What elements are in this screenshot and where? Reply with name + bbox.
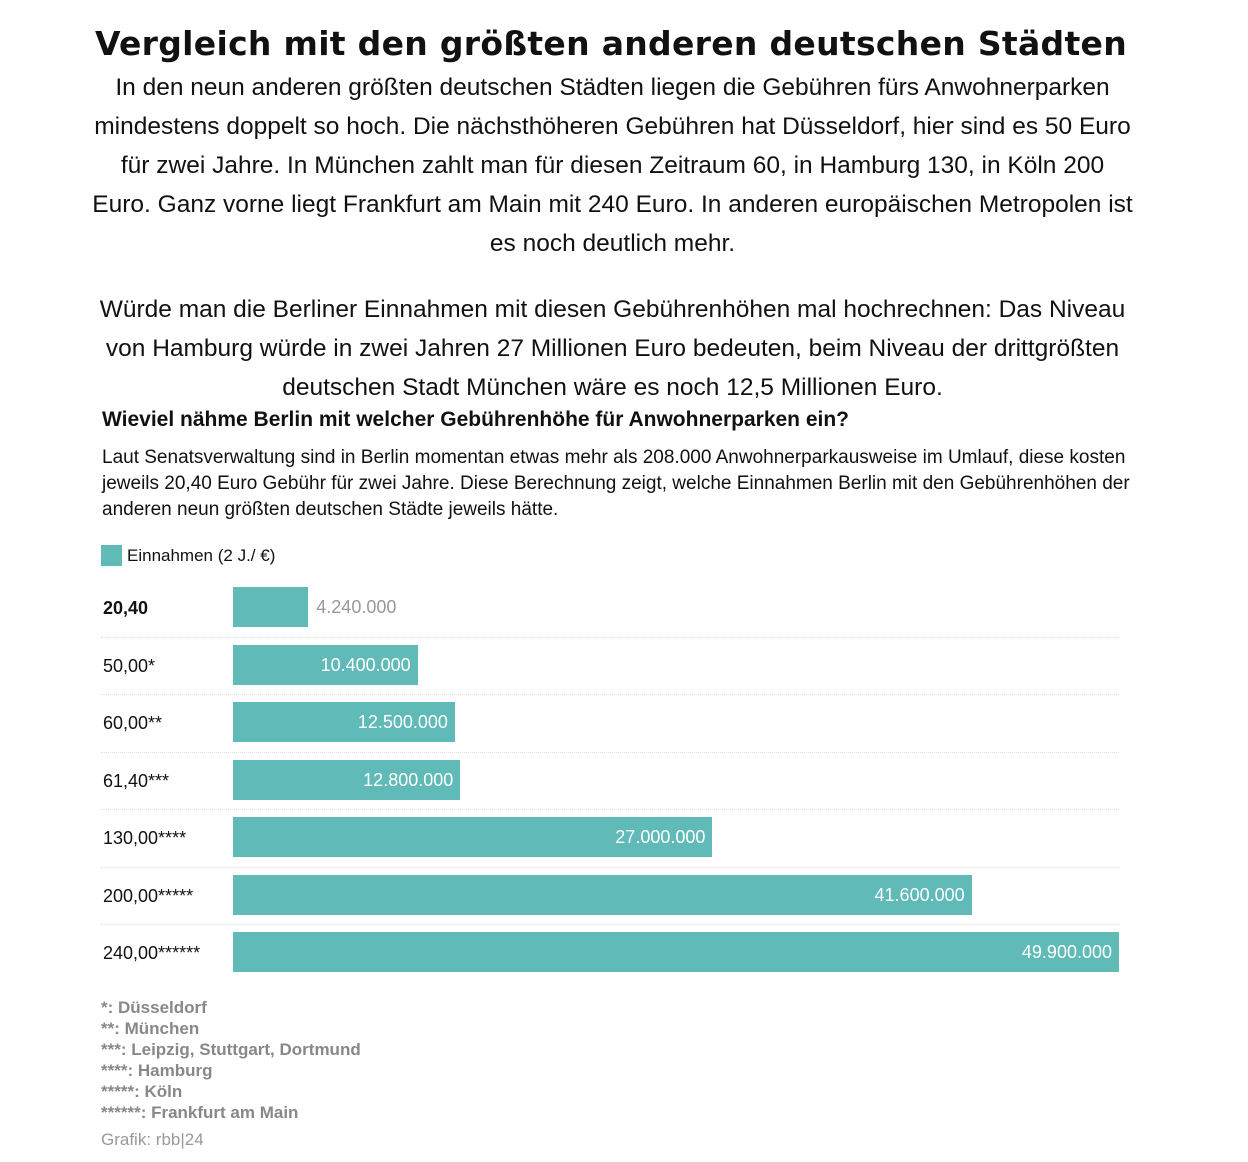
value-label: 12.800.000 [363,769,454,790]
chart-title: Wieviel nähme Berlin mit welcher Gebühre… [102,408,850,431]
value-label: 27.000.000 [615,827,706,847]
bar [233,644,418,685]
bar [233,874,972,915]
bar [233,759,461,800]
page-title: Vergleich mit den größten anderen deutsc… [94,24,1128,63]
footnote: ****: Hamburg [101,1061,213,1080]
footnote: ***: Leipzig, Stuttgart, Dortmund [101,1040,361,1059]
value-label: 10.400.000 [320,654,411,675]
bar-row: 61,40*** 12.800.000 [101,753,1119,810]
footnote: ******: Frankfurt am Main [101,1103,299,1122]
intro-paragraph: In den neun anderen größten deutschen St… [92,74,1133,257]
category-label: 60,00** [103,713,163,733]
value-label: 41.600.000 [874,884,965,905]
bar [233,932,1119,972]
legend-label: Einnahmen (2 J./ €) [127,545,276,565]
value-label: 49.900.000 [1021,942,1112,962]
footnote: **: München [101,1019,200,1038]
legend-swatch [101,545,122,566]
bar-row: 50,00* 10.400.000 [101,638,1119,695]
value-label: 4.240.000 [316,597,397,617]
bar [233,702,455,742]
category-label: 130,00**** [103,828,187,848]
bar-chart: 20,40 4.240.000 50,00* 10.400.000 60,00** 12.… [101,580,1119,982]
category-label: 50,00* [103,655,156,676]
category-label: 200,00***** [103,885,194,906]
bar-row: 20,40 4.240.000 [101,580,1119,638]
footnote: *****: Köln [101,1082,183,1101]
bar [233,817,713,857]
value-label: 12.500.000 [357,712,448,732]
source-credit: Grafik: rbb|24 [101,1130,204,1149]
category-label: 240,00****** [103,943,201,963]
chart-legend: Einnahmen (2 J./ €) [101,545,275,566]
footnote: *: Düsseldorf [101,998,207,1017]
chart-description: Laut Senatsverwaltung sind in Berlin mom… [102,447,1130,520]
bar-row: 240,00****** 49.900.000 [101,925,1119,982]
bar-row: 60,00** 12.500.000 [101,695,1119,753]
bar [233,587,309,627]
category-label: 20,40 [103,598,149,618]
projection-paragraph: Würde man die Berliner Einnahmen mit die… [99,296,1126,401]
footnotes: *: Düsseldorf **: München ***: Leipzig, St… [101,997,361,1123]
bar-row: 130,00**** 27.000.000 [101,810,1119,868]
category-label: 61,40*** [103,770,170,791]
bar-row: 200,00***** 41.600.000 [101,868,1119,925]
